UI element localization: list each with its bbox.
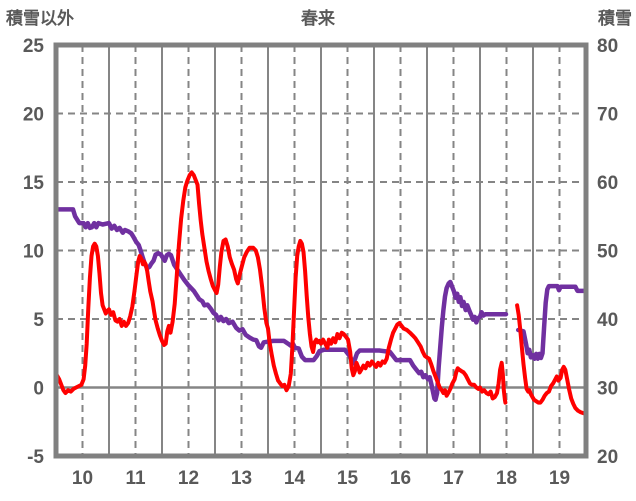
x-axis-day-label: 11 [125,468,146,489]
left-axis-tick-label: 5 [33,310,44,331]
right-axis-tick-label: 20 [597,447,618,468]
left-axis-tick-label: 25 [23,36,45,57]
right-axis-tick-label: 30 [597,379,618,400]
left-axis-tick-label: 0 [33,379,44,400]
snow-depth-line [515,283,587,361]
right-axis-tick-label: 80 [597,36,618,57]
right-axis-tick-label: 40 [597,310,618,331]
x-axis-day-label: 19 [549,468,570,489]
x-axis-day-label: 17 [443,468,464,489]
x-axis-day-label: 13 [231,468,252,489]
x-axis-day-label: 18 [496,468,517,489]
x-axis-day-label: 14 [284,468,306,489]
left-axis-tick-label: -5 [27,447,44,468]
x-axis-day-label: 10 [72,468,93,489]
right-axis-title: 積雪 [598,9,632,28]
temperature-line [515,303,587,416]
temperature-line [55,170,508,405]
left-axis-tick-label: 20 [23,105,44,126]
x-axis-day-label: 16 [390,468,411,489]
right-axis-tick-label: 50 [597,242,618,263]
left-axis-tick-label: 10 [23,242,44,263]
chart-title: 春来 [301,9,335,28]
x-axis-day-label: 12 [178,468,199,489]
left-axis-title: 積雪以外 [6,9,74,28]
snow-depth-line [55,207,509,403]
right-axis-tick-label: 70 [597,105,618,126]
plot-frame [53,42,589,459]
right-axis-tick-label: 60 [597,173,618,194]
left-axis-tick-label: 15 [23,173,45,194]
x-axis-day-label: 15 [337,468,359,489]
